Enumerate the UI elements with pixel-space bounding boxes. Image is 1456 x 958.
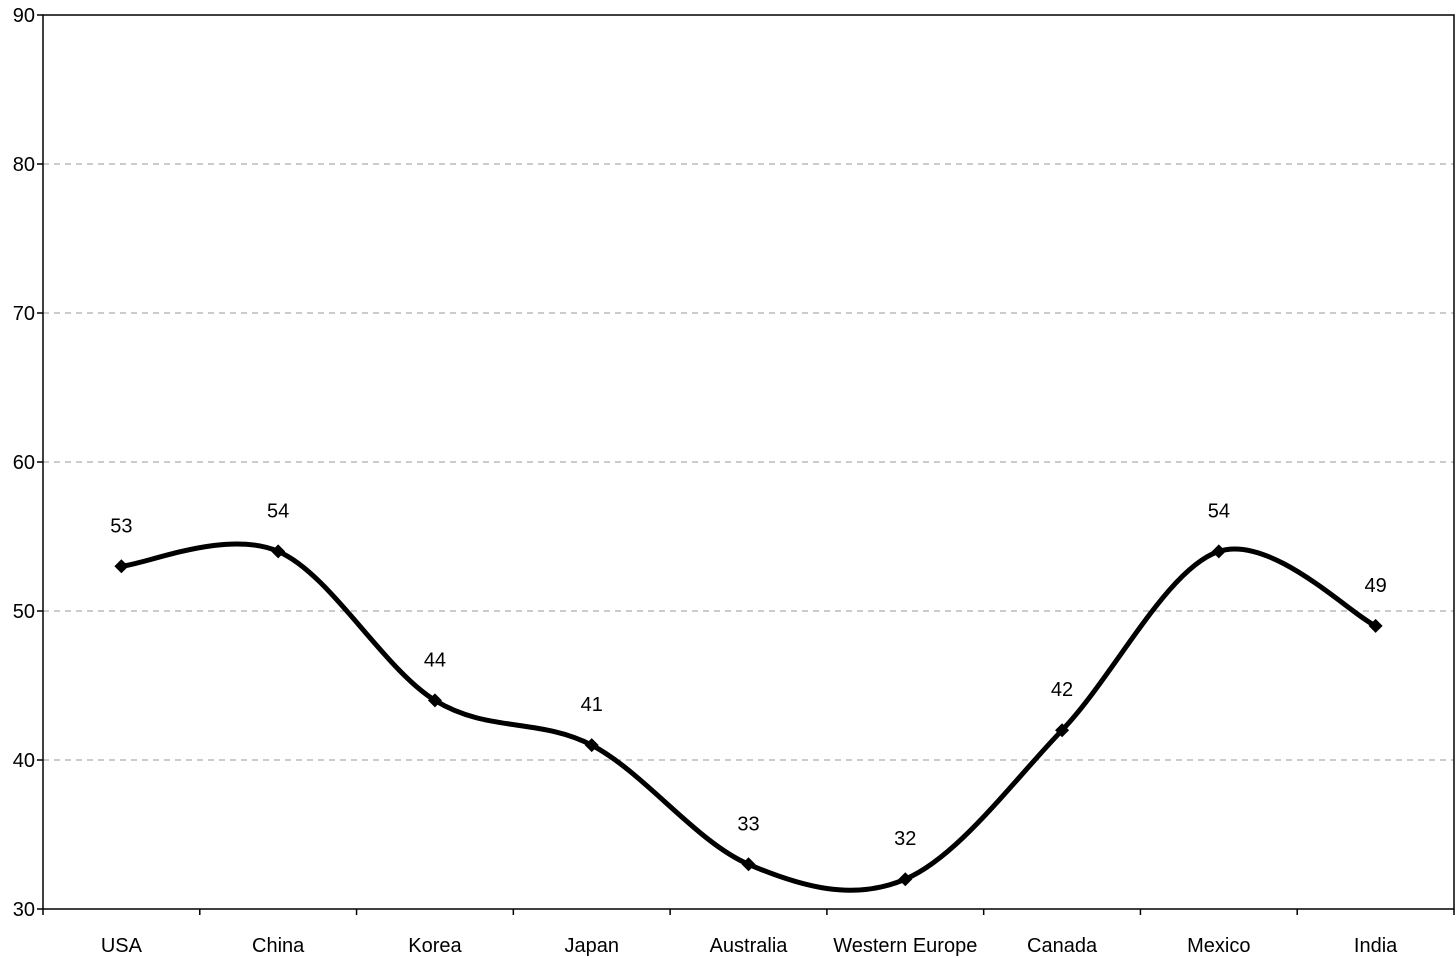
- category-labels: USA China Korea Japan Australia Western Europ…: [101, 935, 1398, 957]
- x-tick-label: Western Europe: [833, 935, 977, 957]
- data-labels: 53 54 44 41 33 32 42 54 49: [110, 500, 1386, 850]
- y-axis-ticks: 30 40 50 60 70 80 90: [13, 5, 43, 921]
- x-tick-label: Australia: [710, 935, 789, 957]
- data-label: 41: [581, 694, 603, 716]
- x-tick-label: India: [1354, 935, 1398, 957]
- y-tick-label: 90: [13, 5, 35, 27]
- y-tick-label: 40: [13, 750, 35, 772]
- data-point-korea: [427, 693, 442, 708]
- y-tick-label: 70: [13, 303, 35, 325]
- data-point-mexico: [1211, 544, 1226, 559]
- x-tick-label: Mexico: [1187, 935, 1250, 957]
- data-label: 42: [1051, 679, 1073, 701]
- data-point-western-europe: [898, 872, 913, 887]
- data-label: 54: [267, 500, 289, 522]
- data-point-usa: [114, 559, 129, 574]
- markers: [114, 544, 1383, 887]
- x-tick-label: Japan: [564, 935, 619, 957]
- data-label: 44: [424, 649, 446, 671]
- y-tick-label: 80: [13, 154, 35, 176]
- data-label: 33: [737, 813, 759, 835]
- gridlines: [43, 163, 1454, 761]
- y-tick-label: 60: [13, 452, 35, 474]
- data-point-canada: [1055, 723, 1070, 738]
- data-label: 49: [1364, 575, 1386, 597]
- x-tick-label: Canada: [1027, 935, 1098, 957]
- x-tick-label: USA: [101, 935, 143, 957]
- data-label: 54: [1208, 500, 1230, 522]
- series-layer: [118, 541, 1379, 893]
- data-label: 53: [110, 515, 132, 537]
- data-point-india: [1368, 618, 1383, 633]
- data-point-china: [271, 544, 286, 559]
- series-line-0: [118, 541, 1379, 893]
- x-tick-label: Korea: [408, 935, 462, 957]
- x-tick-label: China: [252, 935, 305, 957]
- x-axis-ticks: [42, 909, 1455, 915]
- data-point-australia: [741, 857, 756, 872]
- y-tick-label: 50: [13, 601, 35, 623]
- data-point-japan: [584, 738, 599, 753]
- y-tick-label: 30: [13, 899, 35, 921]
- data-label: 32: [894, 828, 916, 850]
